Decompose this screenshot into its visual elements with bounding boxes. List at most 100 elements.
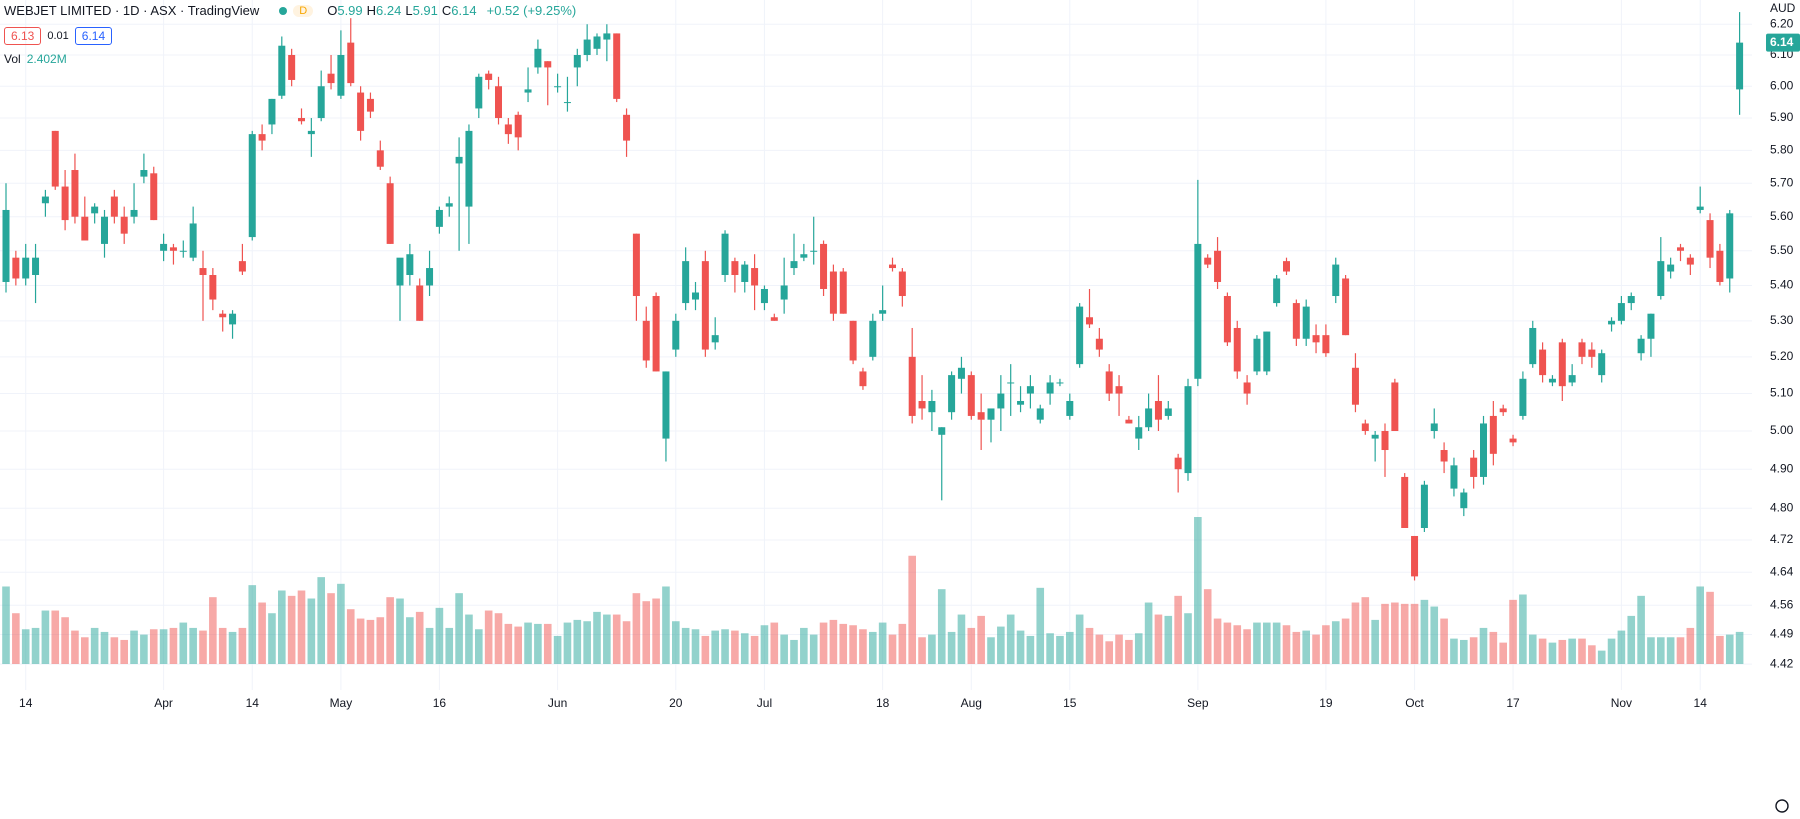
y-tick-label: 5.20: [1770, 349, 1794, 363]
volume-bar: [1292, 631, 1301, 664]
volume-bar: [1312, 634, 1320, 664]
candle-body: [563, 102, 571, 104]
candle-body: [1548, 378, 1556, 383]
volume-bar: [41, 610, 50, 664]
candle-body: [1253, 338, 1261, 372]
candle-body: [1204, 257, 1212, 265]
volume-bar: [829, 619, 838, 664]
volume-bar: [337, 583, 345, 664]
volume-bar: [721, 629, 729, 664]
candle-body: [1499, 408, 1507, 413]
volume-bar: [1272, 622, 1281, 664]
candle-body: [889, 264, 896, 269]
y-tick-label: 5.00: [1770, 423, 1794, 437]
volume-bar: [1194, 517, 1202, 664]
volume-bar: [849, 625, 857, 664]
volume-bar: [869, 631, 877, 664]
header-row: WEBJET LIMITED · 1D · ASX · TradingView …: [4, 3, 576, 18]
candle-body: [110, 196, 118, 217]
candle-body: [524, 89, 532, 93]
candle-body: [810, 250, 818, 252]
volume-bar: [366, 619, 375, 664]
volume-bar: [1056, 635, 1064, 664]
candle-body: [1539, 349, 1547, 376]
volume-bar: [130, 630, 138, 664]
volume-bar: [760, 625, 769, 664]
volume-bar: [780, 634, 788, 664]
candle-body: [179, 250, 187, 252]
x-tick-label: 19: [1319, 696, 1333, 710]
candle-body: [258, 134, 266, 141]
candle-body: [751, 268, 759, 286]
volume-bar: [149, 629, 158, 664]
candle-body: [1292, 303, 1300, 339]
candle-body: [918, 400, 926, 409]
volume-bar: [731, 630, 739, 664]
volume-bar: [1164, 615, 1173, 664]
candle-body: [1125, 419, 1133, 424]
candle-body: [583, 39, 591, 55]
volume-bar: [140, 634, 148, 664]
volume-bar: [553, 635, 562, 664]
volume-bar: [1666, 637, 1675, 664]
candle-body: [445, 203, 453, 207]
volume-bar: [1686, 627, 1695, 664]
volume-bar: [1558, 639, 1567, 664]
volume-bar: [1233, 625, 1242, 664]
candle-body: [1667, 264, 1675, 272]
volume-bar: [642, 601, 651, 664]
interval-badge[interactable]: D: [293, 4, 314, 17]
candle-body: [869, 320, 877, 357]
candle-body: [1145, 408, 1153, 428]
settings-icon[interactable]: [1775, 799, 1789, 813]
candle-body: [160, 243, 168, 251]
candle-body: [1164, 408, 1172, 416]
volume-bar: [1203, 589, 1212, 664]
y-tick-label: 4.42: [1770, 656, 1794, 670]
volume-row: Vol 2.402M: [4, 52, 67, 66]
status-dot: [279, 6, 288, 15]
x-tick-label: 20: [669, 696, 683, 710]
candle-body: [1696, 206, 1704, 210]
candle-body: [406, 254, 414, 276]
candle-body: [1361, 423, 1369, 432]
candle-body: [1233, 327, 1241, 372]
x-tick-label: Sep: [1187, 696, 1209, 710]
candle-body: [150, 173, 158, 221]
candle-body: [1420, 484, 1428, 528]
ask[interactable]: 6.14: [74, 27, 113, 45]
candle-body: [957, 367, 965, 379]
volume-bar: [484, 610, 493, 664]
volume-bar: [1263, 622, 1271, 664]
volume-bar: [1282, 625, 1291, 664]
candle-body: [32, 257, 40, 276]
ohlc-key: C: [441, 3, 452, 18]
candle-body: [898, 271, 906, 297]
x-tick-label: 14: [246, 696, 260, 710]
candle-body: [1509, 438, 1517, 443]
volume-bar: [1676, 637, 1685, 664]
candle-body: [1174, 457, 1182, 470]
candle-body: [967, 375, 975, 416]
ohlc-key: H: [366, 3, 377, 18]
candle-body: [140, 170, 148, 177]
candle-body: [1647, 313, 1655, 339]
candle-body: [1095, 338, 1103, 350]
volume-bar: [1075, 614, 1084, 664]
candle-body: [1076, 306, 1084, 365]
candle-body: [849, 320, 857, 361]
bid[interactable]: 6.13: [4, 27, 42, 45]
candle-body: [711, 335, 719, 343]
x-tick-label: 18: [876, 696, 890, 710]
volume-bar: [307, 598, 316, 664]
chart-title: WEBJET LIMITED · 1D · ASX · TradingView: [4, 3, 260, 18]
candle-body: [238, 261, 246, 272]
candle-body: [1283, 261, 1290, 272]
volume-bar: [1568, 638, 1576, 664]
volume-bar: [376, 617, 385, 664]
candle-body: [2, 209, 10, 282]
volume-bar: [1460, 639, 1468, 664]
volume-bar: [494, 613, 503, 664]
